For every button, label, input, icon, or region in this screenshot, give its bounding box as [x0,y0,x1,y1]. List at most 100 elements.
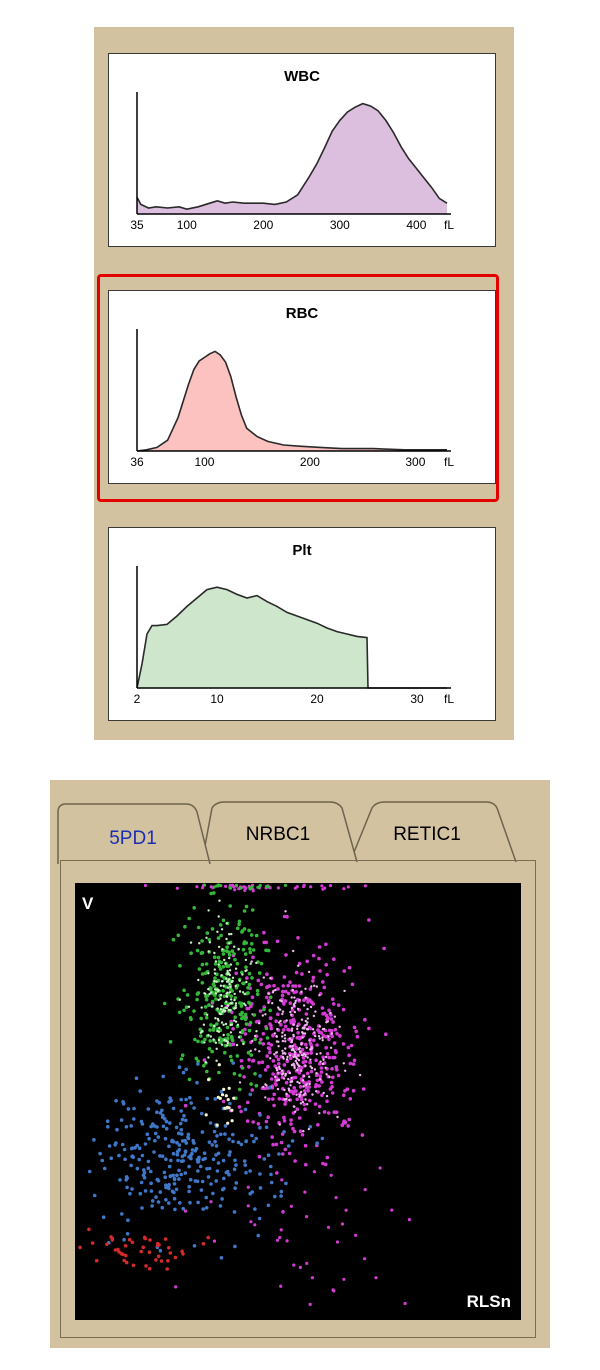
neutrophil-core-point [322,1058,325,1061]
top-band-point [321,887,325,891]
neutrophil-point [269,1023,273,1028]
other-point [225,1105,230,1109]
neutrophil-point [250,995,255,1000]
neutrophil-point [382,946,386,951]
tail-point [279,1284,283,1288]
eosinophil-core-point [204,992,207,995]
lymphocyte-point [207,1140,212,1144]
tail-point [374,1276,378,1280]
neutrophil-core-point [275,1035,278,1038]
neutrophil-point [332,1110,337,1114]
neutrophil-point [294,1045,298,1050]
neutrophil-point [363,1017,367,1022]
lymphocyte-point [163,1175,167,1179]
neutrophil-point [326,1016,330,1020]
eosinophil-point [219,933,223,938]
eosinophil-point [210,1049,214,1054]
tail-point [285,1239,289,1243]
neutrophil-point [326,1111,331,1115]
neutrophil-point [274,1142,279,1147]
eosinophil-core-point [207,950,210,953]
tab-5pd1[interactable]: 5PD1 [57,803,211,865]
lymphocyte-point [130,1146,134,1151]
neutrophil-point [256,978,261,983]
neutrophil-core-point [319,1060,322,1063]
top-band-green-point [248,886,252,890]
eosinophil-core-point [229,1031,233,1034]
neutrophil-core-point [293,1053,296,1056]
lymphocyte-point [268,1085,272,1090]
neutrophil-point [305,1071,310,1076]
neutrophil-point [277,1097,282,1101]
lymphocyte-point [228,1101,232,1106]
lymphocyte-point [228,1150,232,1154]
lymphocyte-point [252,1139,256,1144]
tab-retic1[interactable]: RETIC1 [349,801,517,863]
neutrophil-point [247,1058,251,1062]
eosinophil-core-point [224,1022,228,1026]
neutrophil-point [272,1092,276,1097]
eosinophil-core-point [216,930,219,933]
neutrophil-core-point [262,976,265,979]
neutrophil-point [262,930,266,935]
neutrophil-point [297,1071,302,1075]
neutrophil-point [304,1162,308,1167]
eosinophil-core-point [214,988,217,991]
neutrophil-point [271,1059,276,1063]
eosinophil-point [230,989,234,993]
lymphocyte-point [121,1101,126,1106]
eosinophil-point [195,948,200,953]
tail-point [298,1265,302,1269]
neutrophil-point [303,1107,307,1111]
eosinophil-core-point [217,945,221,949]
neutrophil-point [281,1097,285,1102]
neutrophil-point [183,1103,188,1108]
top-band-green-point [267,885,271,889]
debris-point [144,1264,148,1268]
lymphocyte-point [129,1163,133,1168]
neutrophil-point [321,1012,325,1016]
debris-point [139,1249,143,1254]
neutrophil-core-point [289,1010,292,1014]
lymphocyte-point [167,1186,171,1191]
tab-5pd1-shape[interactable] [57,803,211,865]
eosinophil-core-point [225,922,228,925]
neutrophil-core-point [321,1062,324,1066]
neutrophil-core-point [289,1045,292,1048]
lymphocyte-point [183,1171,188,1175]
neutrophil-point [292,1086,296,1090]
tab-retic1-shape[interactable] [349,801,517,863]
neutrophil-core-point [254,1048,257,1051]
tab-5pd1-label[interactable]: 5PD1 [109,828,157,849]
lymphocyte-point [113,1143,117,1147]
lymphocyte-point [207,1166,212,1171]
lymphocyte-point [130,1187,134,1191]
eosinophil-core-point [220,1004,223,1008]
debris-point [87,1227,91,1232]
lymphocyte-point [243,1107,248,1112]
neutrophil-core-point [305,1046,308,1049]
eosinophil-core-point [217,1019,220,1022]
neutrophil-point [367,918,371,922]
eosinophil-point [200,981,205,985]
eosinophil-point [244,965,248,969]
lymphocyte-point [253,1207,257,1211]
eosinophil-core-point [214,960,218,963]
tab-nrbc1-shape[interactable] [201,801,358,863]
eosinophil-core-point [227,978,231,981]
neutrophil-core-point [304,1098,307,1101]
tab-nrbc1-label[interactable]: NRBC1 [246,824,310,845]
eosinophil-core-point [220,928,224,931]
neutrophil-point [298,1129,303,1133]
rbc-tick-label: 36 [130,455,144,469]
neutrophil-core-point [297,1054,300,1057]
tab-nrbc1[interactable]: NRBC1 [201,801,358,863]
lymphocyte-point [195,1080,199,1085]
neutrophil-point [299,1097,304,1102]
eosinophil-point [200,962,205,967]
y-axis-label: V [82,894,94,913]
neutrophil-point [275,1171,279,1175]
plt-area [137,587,447,688]
tab-retic1-label[interactable]: RETIC1 [393,824,461,845]
eosinophil-core-point [210,991,213,994]
